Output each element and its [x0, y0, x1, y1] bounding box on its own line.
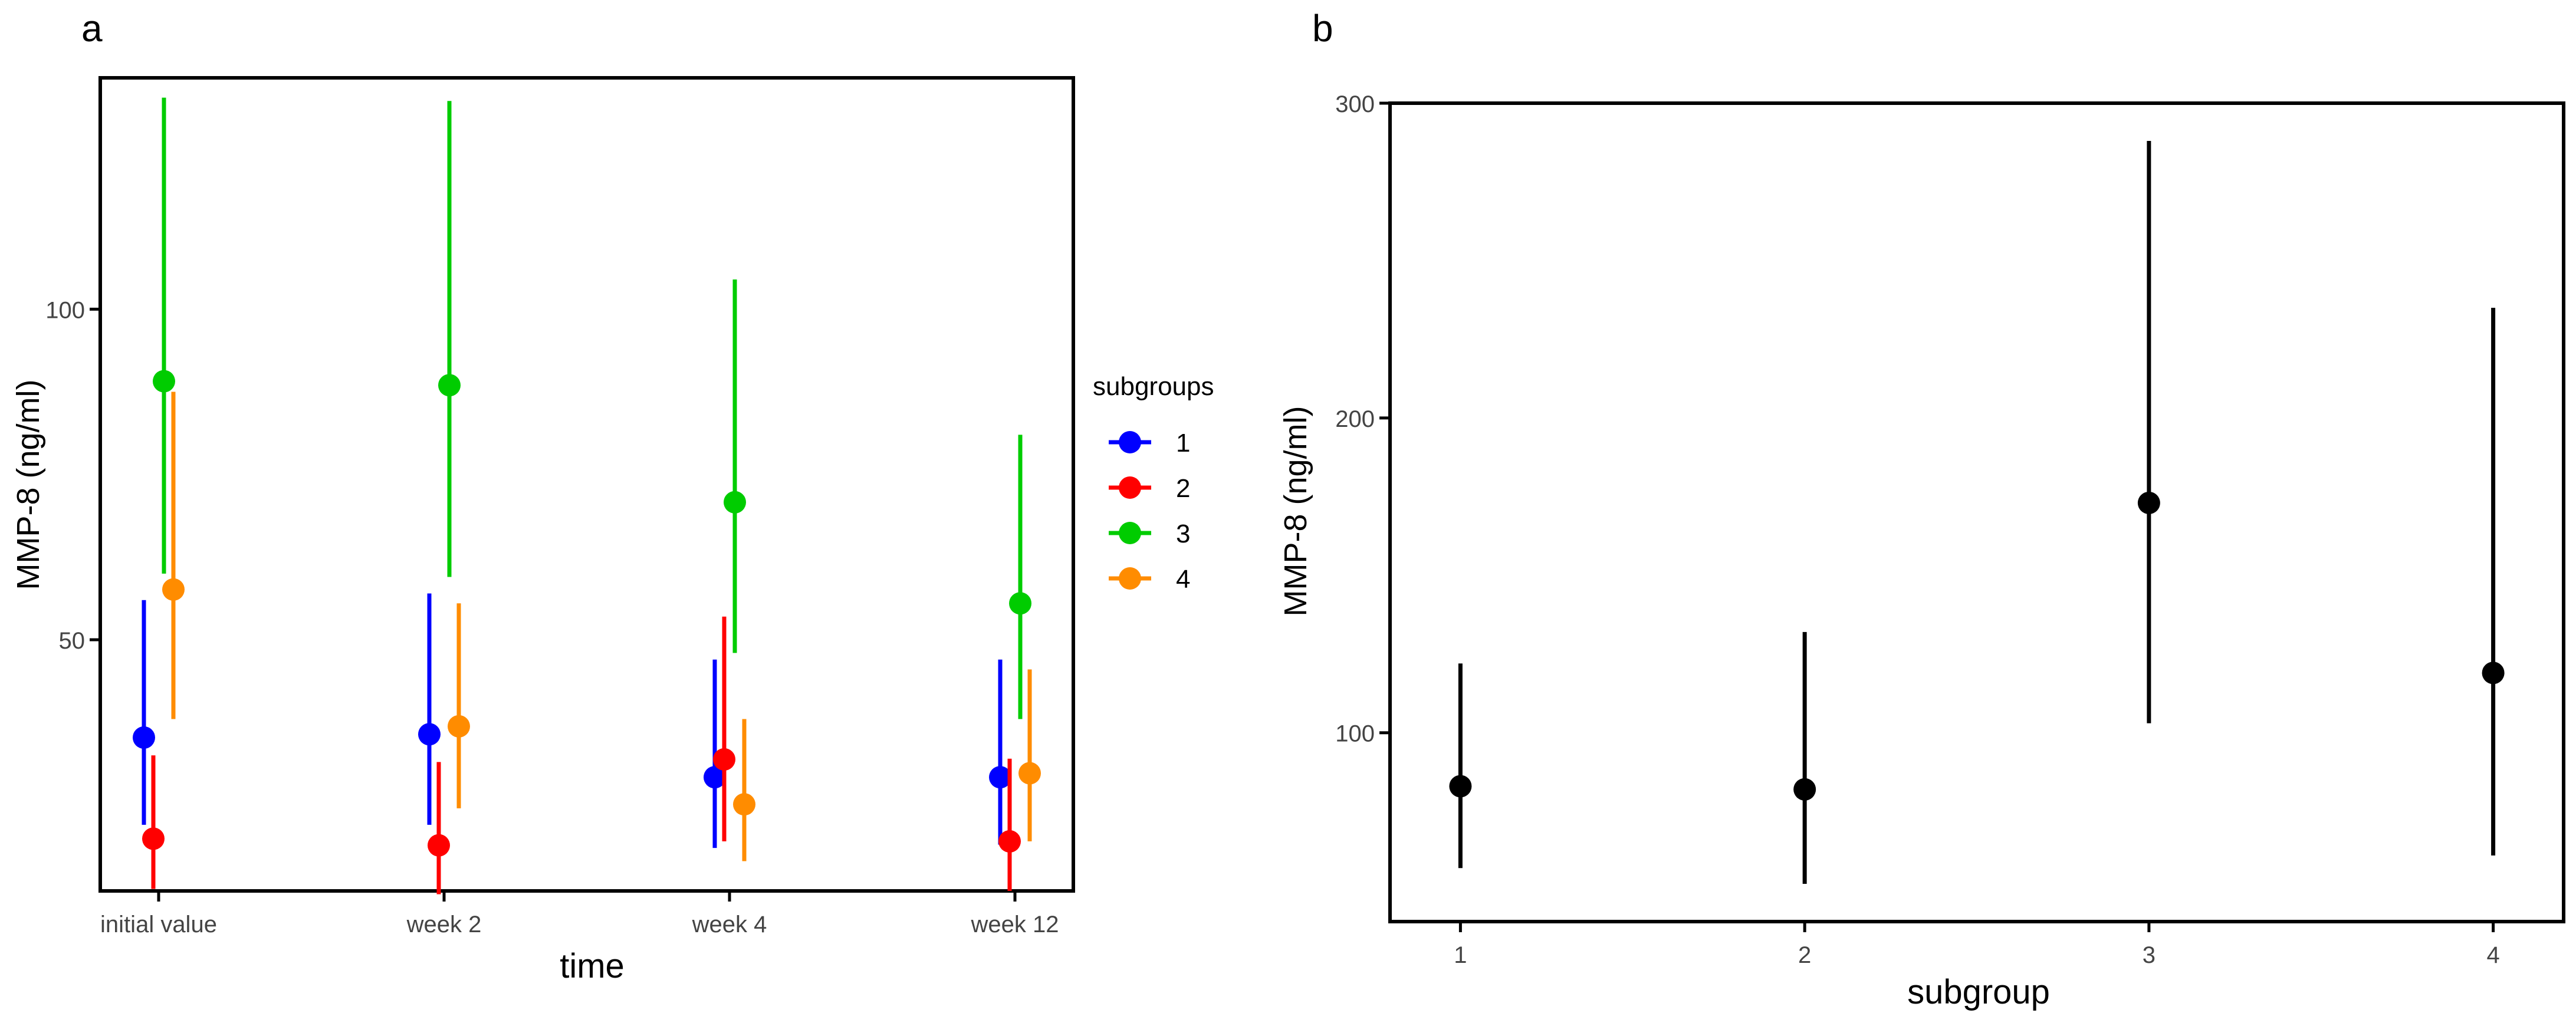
plot-area-a	[98, 76, 1075, 893]
x-tick-label-a: initial value	[100, 912, 217, 938]
x-tick-label-b: 4	[2486, 942, 2499, 968]
x-axis-a: initial value week 2 week 4 week 12	[100, 891, 1059, 938]
legend-key-point-3	[1119, 522, 1141, 544]
y-axis-b: 100 200 300	[1335, 91, 1390, 747]
x-tick-label-b: 2	[1798, 942, 1811, 968]
x-axis-title-b: subgroup	[1907, 973, 2050, 1011]
point-series-4	[162, 578, 185, 601]
legend-label-4: 4	[1176, 565, 1190, 594]
panel-a: a 50 100 initial value week 2 week 4 week 12…	[11, 7, 1214, 985]
point-series-2	[713, 748, 735, 771]
x-tick-label-a: week 4	[692, 912, 767, 938]
legend-key-point-2	[1119, 476, 1141, 499]
legend-label-1: 1	[1176, 429, 1190, 458]
point-series-4	[448, 715, 470, 738]
point-series-3	[724, 491, 746, 514]
point-series-1	[704, 766, 726, 789]
x-axis-b: 1 2 3 4	[1454, 922, 2500, 968]
point-subgroup-2	[1793, 778, 1816, 801]
plot-area-b	[1388, 101, 2565, 923]
point-series-3	[438, 374, 461, 397]
y-axis-title-b: MMP-8 (ng/ml)	[1278, 406, 1313, 616]
point-subgroup-1	[1449, 775, 1472, 798]
legend-title: subgroups	[1093, 372, 1214, 401]
legend-label-3: 3	[1176, 519, 1190, 548]
y-tick-label-b: 100	[1335, 721, 1375, 747]
y-tick-label-b: 300	[1335, 91, 1375, 117]
y-tick-label-a: 100	[45, 297, 85, 323]
x-tick-label-a: week 2	[406, 912, 482, 938]
point-series-2	[142, 827, 165, 850]
point-series-3	[153, 370, 175, 393]
point-series-1	[989, 766, 1011, 789]
point-series-4	[1018, 762, 1041, 785]
y-tick-label-b: 200	[1335, 406, 1375, 432]
x-tick-label-b: 1	[1454, 942, 1467, 968]
point-series-2	[998, 830, 1021, 853]
legend: subgroups 1 2 3 4	[1093, 372, 1214, 594]
point-subgroup-4	[2482, 662, 2505, 685]
y-axis-title-a: MMP-8 (ng/ml)	[11, 379, 46, 590]
legend-key-point-1	[1119, 431, 1141, 453]
panel-label-a: a	[81, 7, 103, 50]
marks-a	[133, 97, 1041, 894]
marks-b	[1449, 141, 2505, 884]
panel-b: b 100 200 300 1 2 3 4 MMP-8 (ng/ml) subgroup	[1278, 7, 2565, 1011]
point-series-2	[428, 834, 450, 857]
point-series-1	[133, 726, 155, 749]
panel-label-b: b	[1312, 7, 1333, 50]
legend-key-point-4	[1119, 567, 1141, 590]
y-tick-label-a: 50	[59, 628, 86, 654]
legend-label-2: 2	[1176, 474, 1190, 503]
point-subgroup-3	[2137, 491, 2160, 514]
x-tick-label-b: 3	[2143, 942, 2156, 968]
x-tick-label-a: week 12	[971, 912, 1059, 938]
point-series-3	[1009, 592, 1031, 615]
point-series-4	[733, 793, 755, 816]
y-axis-a: 50 100	[45, 297, 100, 654]
x-axis-title-a: time	[560, 947, 625, 985]
point-series-1	[418, 723, 441, 746]
